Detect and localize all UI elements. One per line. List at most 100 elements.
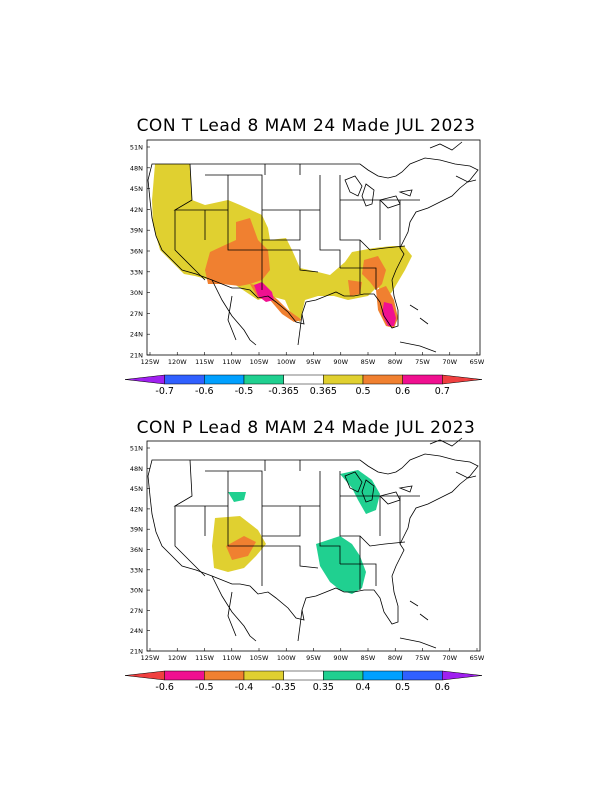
- shade-green-south: [316, 536, 366, 594]
- colorbar: -0.6 -0.5 -0.4 -0.35 0.35 0.4 0.5 0.6: [124, 670, 483, 693]
- colorbar-labels: -0.6 -0.5 -0.4 -0.35 0.35 0.4 0.5 0.6: [155, 682, 449, 693]
- lon-label: 105W: [250, 654, 269, 662]
- lon-label: 115W: [195, 654, 214, 662]
- us-outline: [147, 157, 479, 329]
- lat-label: 42N: [130, 206, 143, 214]
- lon-label: 65W: [470, 358, 485, 366]
- colorbar-label: 0.4: [355, 682, 370, 693]
- colorbar-swatch: [283, 670, 324, 681]
- colorbar-label: 0.5: [395, 682, 410, 693]
- canada-islands: [429, 141, 477, 183]
- colorbar-label: 0.365: [310, 386, 337, 397]
- lon-label: 120W: [168, 654, 187, 662]
- bahamas-cuba: [399, 600, 437, 649]
- temperature-map-panel: CON T Lead 8 MAM 24 Made JUL 2023 51N 48N…: [124, 116, 485, 397]
- colorbar: -0.7 -0.6 -0.5 -0.365 0.365 0.5 0.6 0.7: [124, 374, 483, 397]
- colorbar-label: -0.365: [268, 386, 299, 397]
- lon-label: 110W: [222, 358, 241, 366]
- lat-label: 42N: [130, 505, 143, 513]
- lon-label: 75W: [415, 654, 430, 662]
- anomaly-shading: [212, 470, 380, 594]
- colorbar-label: -0.5: [195, 682, 214, 693]
- colorbar-swatch: [243, 374, 284, 385]
- lat-label: 48N: [130, 465, 143, 473]
- lon-label: 95W: [306, 654, 321, 662]
- lon-labels: 125W 120W 115W 110W 105W 100W 95W 90W 85W 80W 75W 7…: [141, 648, 485, 662]
- lon-label: 90W: [333, 654, 348, 662]
- colorbar-swatch: [323, 670, 364, 681]
- shade-orange-southwest: [205, 218, 270, 286]
- colorbar-label: 0.6: [435, 682, 450, 693]
- shade-orange-southwest: [226, 536, 256, 560]
- precipitation-map-panel: CON P Lead 8 MAM 24 Made JUL 2023 51N 48N…: [0, 396, 612, 792]
- colorbar-label: 0.6: [395, 386, 410, 397]
- colorbar-label: -0.7: [155, 386, 174, 397]
- lat-label: 45N: [130, 485, 143, 493]
- map-outlines: [146, 139, 481, 356]
- lat-label: 39N: [130, 526, 143, 534]
- state-borders: [173, 163, 420, 294]
- map-title: CON P Lead 8 MAM 24 Made JUL 2023: [136, 418, 476, 438]
- lat-label: 48N: [130, 164, 143, 172]
- lat-label: 30N: [130, 289, 143, 297]
- lat-label: 45N: [130, 185, 143, 193]
- lon-label: 105W: [250, 358, 269, 366]
- colorbar-swatch: [164, 670, 205, 681]
- lat-label: 27N: [130, 607, 143, 615]
- colorbar-swatch: [283, 374, 324, 385]
- colorbar-swatch: [402, 670, 443, 681]
- shade-orange-southeast: [362, 256, 386, 290]
- colorbar-swatch: [204, 670, 245, 681]
- lat-labels: 51N 48N 45N 42N 39N 36N 33N 30N 27N 24N 21N: [130, 144, 150, 360]
- colorbar-swatch: [323, 374, 364, 385]
- mexico-coast: [211, 575, 303, 642]
- colorbar-label: -0.5: [235, 386, 254, 397]
- lon-label: 120W: [168, 358, 187, 366]
- lat-label: 36N: [130, 248, 143, 256]
- colorbar-swatch: [442, 670, 483, 681]
- lon-label: 95W: [306, 358, 321, 366]
- lat-label: 39N: [130, 227, 143, 235]
- mexico-coast: [211, 279, 303, 346]
- great-lakes: [344, 471, 413, 505]
- us-outline: [147, 453, 479, 625]
- lon-label: 65W: [470, 654, 485, 662]
- map-outlines: [146, 437, 481, 652]
- lon-label: 100W: [277, 358, 296, 366]
- lon-label: 70W: [442, 358, 457, 366]
- lat-label: 27N: [130, 310, 143, 318]
- colorbar-swatch: [442, 374, 483, 385]
- shade-magenta-florida: [382, 302, 396, 326]
- lon-label: 125W: [141, 654, 160, 662]
- colorbar-swatch: [124, 670, 165, 681]
- colorbar-label: 0.35: [313, 682, 334, 693]
- lat-label: 36N: [130, 546, 143, 554]
- shade-green-michigan: [340, 470, 380, 514]
- lon-label: 80W: [388, 654, 403, 662]
- lon-label: 85W: [361, 358, 376, 366]
- colorbar-swatch: [362, 670, 403, 681]
- colorbar-label: 0.7: [435, 386, 450, 397]
- lat-label: 24N: [130, 331, 143, 339]
- lon-label: 115W: [195, 358, 214, 366]
- map-title: CON T Lead 8 MAM 24 Made JUL 2023: [136, 116, 476, 136]
- lon-labels: 125W 120W 115W 110W 105W 100W 95W 90W 85W 80W 75W 7…: [141, 352, 485, 366]
- lat-label: 21N: [130, 648, 143, 656]
- colorbar-label: 0.5: [355, 386, 370, 397]
- lat-label: 33N: [130, 566, 143, 574]
- shade-yellow-west: [152, 164, 412, 322]
- lon-label: 80W: [388, 358, 403, 366]
- colorbar-swatches: [124, 670, 483, 681]
- colorbar-swatches: [124, 374, 483, 385]
- lat-label: 30N: [130, 587, 143, 595]
- colorbar-labels: -0.7 -0.6 -0.5 -0.365 0.365 0.5 0.6 0.7: [155, 386, 449, 397]
- colorbar-swatch: [164, 374, 205, 385]
- anomaly-shading: [152, 164, 412, 328]
- lon-label: 90W: [333, 358, 348, 366]
- lat-label: 33N: [130, 268, 143, 276]
- colorbar-swatch: [124, 374, 165, 385]
- shade-orange-gulf: [348, 280, 362, 296]
- colorbar-label: -0.6: [195, 386, 214, 397]
- bahamas-cuba: [399, 304, 437, 353]
